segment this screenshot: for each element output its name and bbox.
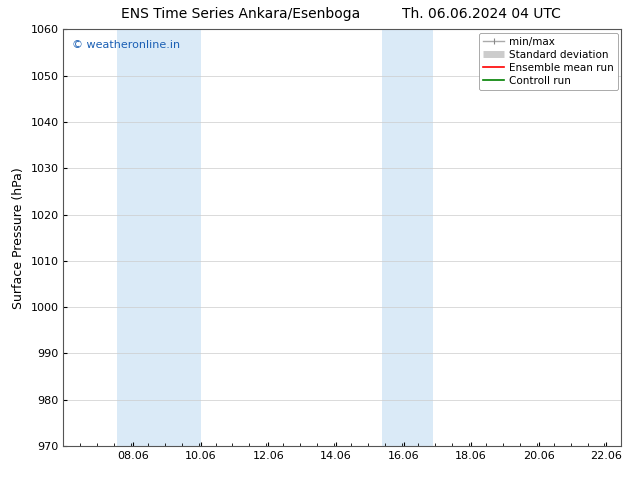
- Bar: [382, 29, 432, 446]
- Text: © weatheronline.in: © weatheronline.in: [72, 40, 180, 50]
- Legend: min/max, Standard deviation, Ensemble mean run, Controll run: min/max, Standard deviation, Ensemble me…: [479, 32, 618, 90]
- Y-axis label: Surface Pressure (hPa): Surface Pressure (hPa): [12, 167, 25, 309]
- Text: Th. 06.06.2024 04 UTC: Th. 06.06.2024 04 UTC: [403, 7, 561, 22]
- Text: ENS Time Series Ankara/Esenboga: ENS Time Series Ankara/Esenboga: [121, 7, 361, 22]
- Bar: [117, 29, 201, 446]
